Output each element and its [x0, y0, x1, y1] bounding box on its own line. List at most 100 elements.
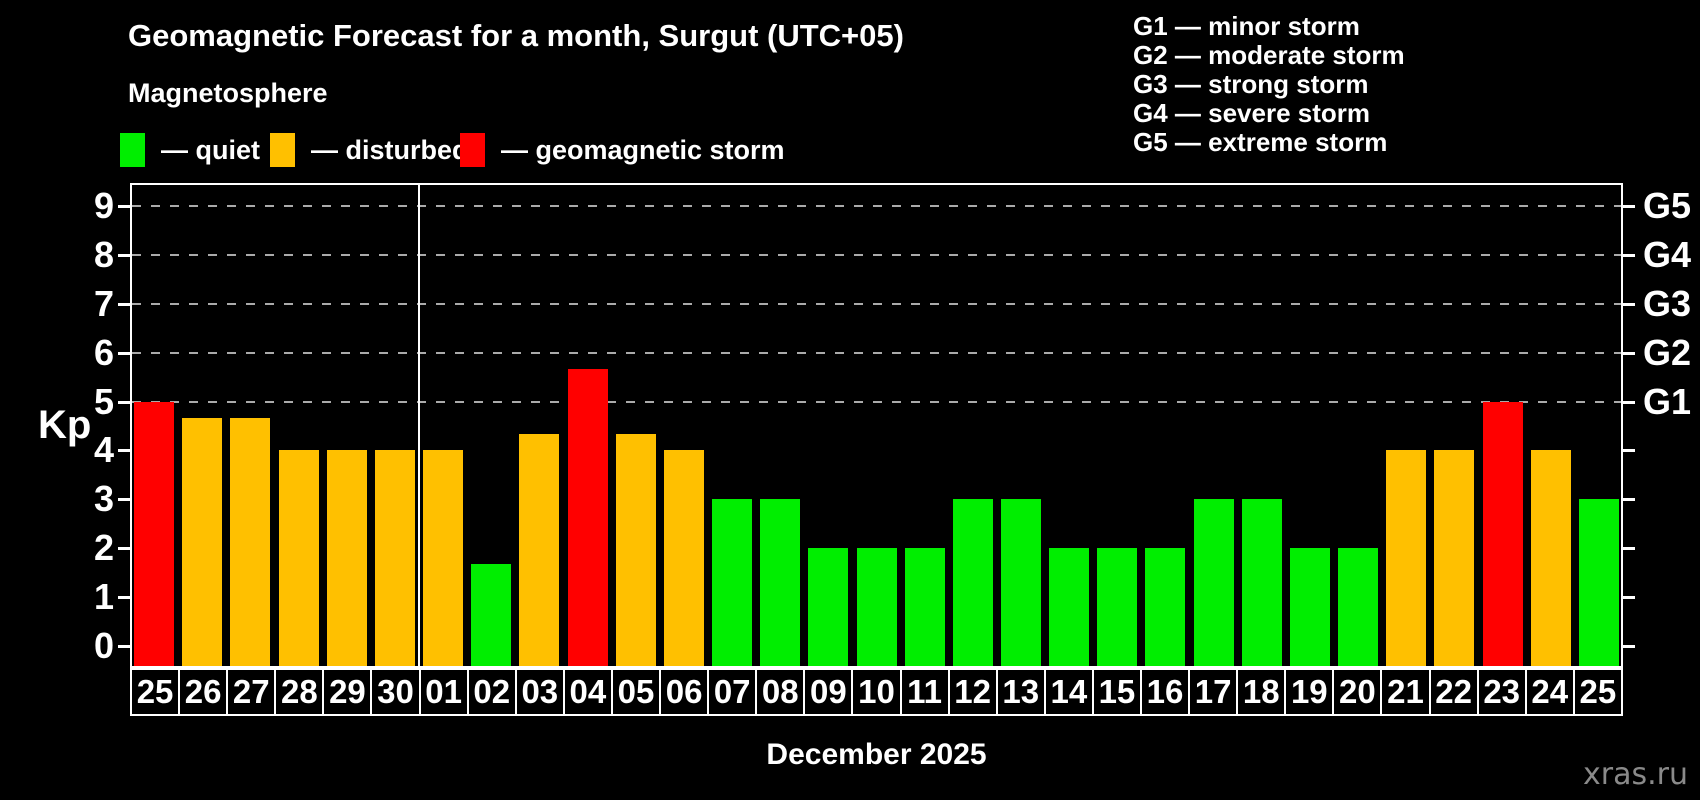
kp-tick-label-0: 0 [93, 625, 114, 666]
day-label-cell-05: 05 [610, 668, 662, 716]
g4-legend-line: G4 — severe storm [1133, 98, 1371, 128]
kp-bar-day-16 [1145, 548, 1186, 666]
kp-tick-label-6: 6 [93, 331, 114, 373]
kp-bar-day-12 [952, 499, 993, 666]
day-label-cell-09: 09 [803, 668, 854, 716]
gridline-kp8 [132, 253, 1621, 256]
right-tick-5 [1623, 400, 1635, 404]
right-tick-4 [1623, 449, 1635, 453]
kp-tick-label-4: 4 [93, 429, 114, 471]
kp-bar-day-17 [1193, 499, 1234, 666]
day-label-cell-01: 01 [418, 668, 469, 716]
kp-bar-day-25 [1578, 499, 1619, 666]
right-tick-6 [1623, 351, 1635, 355]
day-label-cell-12: 12 [947, 668, 998, 716]
day-label-cell-14: 14 [1043, 668, 1094, 716]
g2-legend-line: G2 — moderate storm [1133, 40, 1405, 70]
kp-bar-day-11 [904, 548, 945, 666]
kp-bar-day-28 [278, 450, 319, 666]
storm-color-swatch [460, 133, 485, 167]
g5-legend-line: G5 — extreme storm [1133, 127, 1388, 157]
day-label-cell-10: 10 [851, 668, 902, 716]
kp-bar-day-03 [519, 434, 560, 666]
day-label-cell-19: 19 [1284, 668, 1335, 716]
kp-bar-day-22 [1434, 450, 1475, 666]
day-label-cell-21: 21 [1380, 668, 1431, 716]
left-tick-5 [118, 400, 130, 404]
kp-tick-label-5: 5 [93, 380, 114, 422]
left-tick-1 [118, 596, 130, 600]
right-tick-7 [1623, 302, 1635, 306]
g-scale-legend: G1 — minor storm G2 — moderate storm G3 … [1133, 12, 1405, 157]
day-label-cell-16: 16 [1139, 668, 1191, 716]
disturbed-color-swatch [270, 133, 295, 167]
kp-bar-day-01 [423, 450, 464, 666]
kp-tick-label-8: 8 [93, 233, 114, 275]
right-tick-3 [1623, 498, 1635, 502]
kp-tick-label-1: 1 [93, 576, 114, 618]
kp-bar-day-02 [471, 564, 512, 666]
day-label-cell-24: 24 [1524, 668, 1575, 716]
g-level-label-G3: G3 [1643, 282, 1692, 324]
day-label-cell-27: 27 [226, 668, 277, 716]
left-tick-8 [118, 253, 130, 257]
right-tick-9 [1623, 204, 1635, 208]
kp-bar-day-27 [230, 417, 271, 666]
subtitle-magnetosphere: Magnetosphere [128, 78, 328, 108]
plot-frame [130, 183, 1623, 668]
legend-label-quiet: — quiet [161, 134, 260, 165]
page-title: Geomagnetic Forecast for a month, Surgut… [128, 18, 904, 53]
kp-bar-day-29 [326, 450, 367, 666]
gridline-kp7 [132, 302, 1621, 305]
legend-item-disturbed: — disturbed [270, 131, 469, 169]
quiet-color-swatch [120, 133, 145, 167]
kp-bar-day-19 [1289, 548, 1330, 666]
left-tick-2 [118, 547, 130, 551]
day-label-cell-22: 22 [1428, 668, 1479, 716]
right-tick-0 [1623, 645, 1635, 648]
day-label-cell-18: 18 [1236, 668, 1287, 716]
kp-bar-day-25 [134, 401, 175, 666]
g-level-label-G1: G1 [1643, 380, 1692, 422]
g-level-label-G4: G4 [1643, 233, 1692, 275]
day-label-cell-04: 04 [562, 668, 613, 716]
right-tick-1 [1623, 596, 1635, 600]
day-label-cell-17: 17 [1188, 668, 1239, 716]
month-separator-line [417, 185, 420, 666]
day-label-cell-29: 29 [322, 668, 373, 716]
kp-bar-day-06 [663, 450, 704, 666]
day-label-cell-28: 28 [274, 668, 325, 716]
kp-bar-day-30 [374, 450, 415, 666]
kp-bar-day-07 [712, 499, 753, 666]
kp-bar-day-09 [808, 548, 849, 666]
legend-label-storm: — geomagnetic storm [501, 134, 785, 165]
gridline-kp9 [132, 204, 1621, 207]
g-level-label-G5: G5 [1643, 184, 1692, 226]
day-label-cell-26: 26 [178, 668, 229, 716]
kp-bar-day-08 [760, 499, 801, 666]
day-label-cell-20: 20 [1332, 668, 1383, 716]
legend-label-disturbed: — disturbed [311, 134, 469, 165]
day-label-cell-23: 23 [1476, 668, 1527, 716]
left-tick-7 [118, 302, 130, 306]
day-label-cell-15: 15 [1091, 668, 1142, 716]
x-axis-title: December 2025 [766, 738, 987, 771]
day-label-cell-30: 30 [370, 668, 421, 716]
day-label-cell-03: 03 [514, 668, 565, 716]
kp-bar-day-21 [1386, 450, 1427, 666]
kp-bar-day-20 [1338, 548, 1379, 666]
kp-bar-day-18 [1241, 499, 1282, 666]
kp-tick-label-2: 2 [93, 527, 114, 569]
plot-area: 0 1 2 3 4 5 6 7 8 9 G1 G2 G3 G4 G5 [94, 183, 1691, 668]
legend-item-quiet: — quiet [120, 131, 260, 169]
kp-bar-day-10 [856, 548, 897, 666]
kp-bar-day-04 [567, 368, 608, 666]
day-label-cell-08: 08 [755, 668, 806, 716]
day-label-cell-07: 07 [707, 668, 758, 716]
gridline-kp6 [132, 351, 1621, 354]
kp-bar-day-13 [1000, 499, 1041, 666]
g3-legend-line: G3 — strong storm [1133, 69, 1369, 99]
legend-item-storm: — geomagnetic storm [460, 131, 785, 169]
left-tick-4 [118, 449, 130, 453]
right-tick-8 [1623, 253, 1635, 257]
